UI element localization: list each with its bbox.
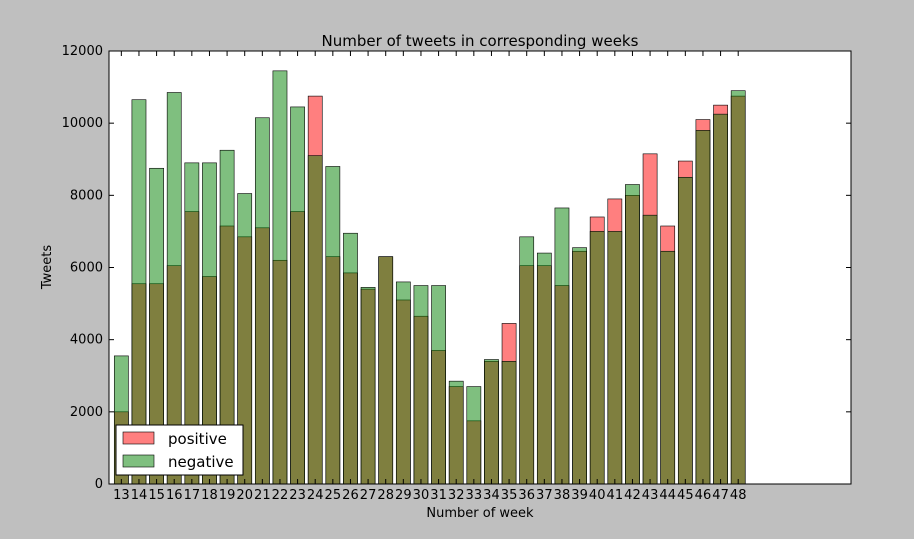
axes-layer: 0 2000 4000 6000 8000 10000 12000 13 14 15 16 17 18 1… (62, 44, 851, 503)
y-tick-label: 4000 (70, 333, 103, 348)
bar-negative-week-42 (625, 184, 640, 485)
legend-label-negative: negative (168, 453, 234, 471)
x-tick-label: 25 (325, 488, 342, 503)
bar-negative-week-24 (307, 155, 323, 485)
x-tick-label: 35 (501, 488, 518, 503)
x-tick-label: 30 (413, 488, 430, 503)
chart-title: Number of tweets in corresponding weeks (322, 32, 639, 50)
bar-negative-week-37 (536, 252, 552, 485)
x-tick-label: 27 (360, 488, 377, 503)
bar-negative-week-39 (572, 247, 587, 485)
x-tick-label: 46 (695, 488, 712, 503)
bar-negative-week-46 (695, 130, 711, 485)
x-tick-label: 14 (131, 488, 148, 503)
bar-negative-week-27 (360, 287, 376, 485)
x-tick-label: 32 (448, 488, 465, 503)
x-tick-label: 31 (430, 488, 447, 503)
x-tick-label: 36 (518, 488, 535, 503)
bar-negative-week-47 (713, 113, 728, 485)
bar-negative-week-41 (607, 231, 623, 485)
x-tick-label: 44 (659, 488, 676, 503)
x-axis-label: Number of week (426, 506, 534, 521)
bar-negative-week-21 (254, 117, 270, 485)
bar-negative-week-28 (378, 256, 394, 485)
x-tick-label: 33 (466, 488, 483, 503)
x-tick-label: 47 (712, 488, 729, 503)
x-tick-label: 37 (536, 488, 553, 503)
legend-label-positive: positive (168, 430, 227, 448)
x-tick-label: 39 (571, 488, 588, 503)
y-tick-label: 2000 (70, 405, 103, 420)
y-tick-label: 12000 (62, 44, 103, 59)
bar-negative-week-40 (589, 231, 605, 485)
y-tick-label: 8000 (70, 188, 103, 203)
y-axis-label: Tweets (40, 245, 55, 291)
x-tick-label: 29 (395, 488, 412, 503)
x-tick-label: 20 (236, 488, 253, 503)
bar-negative-week-36 (519, 236, 535, 485)
bar-negative-week-25 (325, 166, 341, 485)
x-tick-label: 48 (730, 488, 747, 503)
x-tick-label: 21 (254, 488, 271, 503)
y-tick-label: 0 (95, 477, 103, 492)
x-tick-label: 28 (377, 488, 394, 503)
bar-negative-week-33 (466, 386, 482, 485)
x-tick-label: 13 (113, 488, 130, 503)
bar-negative-week-35 (501, 361, 517, 485)
bar-negative-week-30 (413, 285, 429, 485)
x-tick-label: 42 (624, 488, 641, 503)
x-tick-label: 23 (289, 488, 306, 503)
bar-negative-week-48 (730, 90, 746, 485)
x-tick-label: 24 (307, 488, 324, 503)
bar-negative-week-34 (484, 359, 499, 485)
bar-negative-week-22 (272, 70, 288, 485)
x-tick-label: 34 (483, 488, 500, 503)
x-tick-label: 15 (148, 488, 165, 503)
x-tick-label: 16 (166, 488, 183, 503)
x-tick-label: 19 (219, 488, 236, 503)
y-tick-label: 6000 (70, 261, 103, 276)
x-tick-label: 40 (589, 488, 606, 503)
bar-negative-week-32 (448, 380, 464, 485)
x-tick-label: 43 (642, 488, 659, 503)
x-tick-label: 45 (677, 488, 694, 503)
bar-negative-week-43 (642, 214, 658, 485)
x-tick-label: 17 (184, 488, 201, 503)
x-tick-label: 41 (607, 488, 624, 503)
legend: positive negative (115, 424, 244, 476)
x-tick-label: 38 (554, 488, 571, 503)
bar-negative-week-29 (395, 281, 411, 485)
y-tick-label: 10000 (62, 116, 103, 131)
bar-negative-week-44 (660, 250, 676, 485)
bar-negative-week-31 (431, 285, 446, 485)
x-tick-label: 26 (342, 488, 359, 503)
x-tick-label: 22 (272, 488, 289, 503)
bar-negative-week-45 (677, 176, 693, 485)
bar-negative-week-38 (554, 207, 570, 485)
legend-swatch-positive (122, 431, 155, 445)
bar-negative-week-26 (343, 232, 358, 485)
bar-negative-week-23 (290, 106, 305, 485)
x-tick-label: 18 (201, 488, 218, 503)
legend-swatch-negative (122, 454, 155, 468)
